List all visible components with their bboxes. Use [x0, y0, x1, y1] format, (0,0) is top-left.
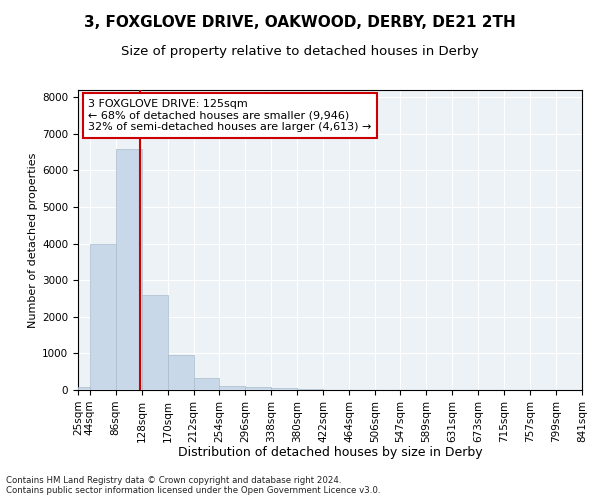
Text: 3 FOXGLOVE DRIVE: 125sqm
← 68% of detached houses are smaller (9,946)
32% of sem: 3 FOXGLOVE DRIVE: 125sqm ← 68% of detach…	[88, 99, 371, 132]
Text: Contains HM Land Registry data © Crown copyright and database right 2024.
Contai: Contains HM Land Registry data © Crown c…	[6, 476, 380, 495]
Text: Size of property relative to detached houses in Derby: Size of property relative to detached ho…	[121, 45, 479, 58]
Bar	[245, 388, 271, 390]
Bar	[116, 148, 142, 390]
Bar	[193, 378, 220, 390]
Y-axis label: Number of detached properties: Number of detached properties	[28, 152, 38, 328]
Bar	[90, 244, 116, 390]
Text: 3, FOXGLOVE DRIVE, OAKWOOD, DERBY, DE21 2TH: 3, FOXGLOVE DRIVE, OAKWOOD, DERBY, DE21 …	[84, 15, 516, 30]
Bar	[220, 386, 245, 390]
Bar	[271, 388, 297, 390]
Bar	[78, 388, 90, 390]
Bar	[167, 355, 193, 390]
Bar	[142, 295, 167, 390]
X-axis label: Distribution of detached houses by size in Derby: Distribution of detached houses by size …	[178, 446, 482, 459]
Bar	[297, 389, 323, 390]
